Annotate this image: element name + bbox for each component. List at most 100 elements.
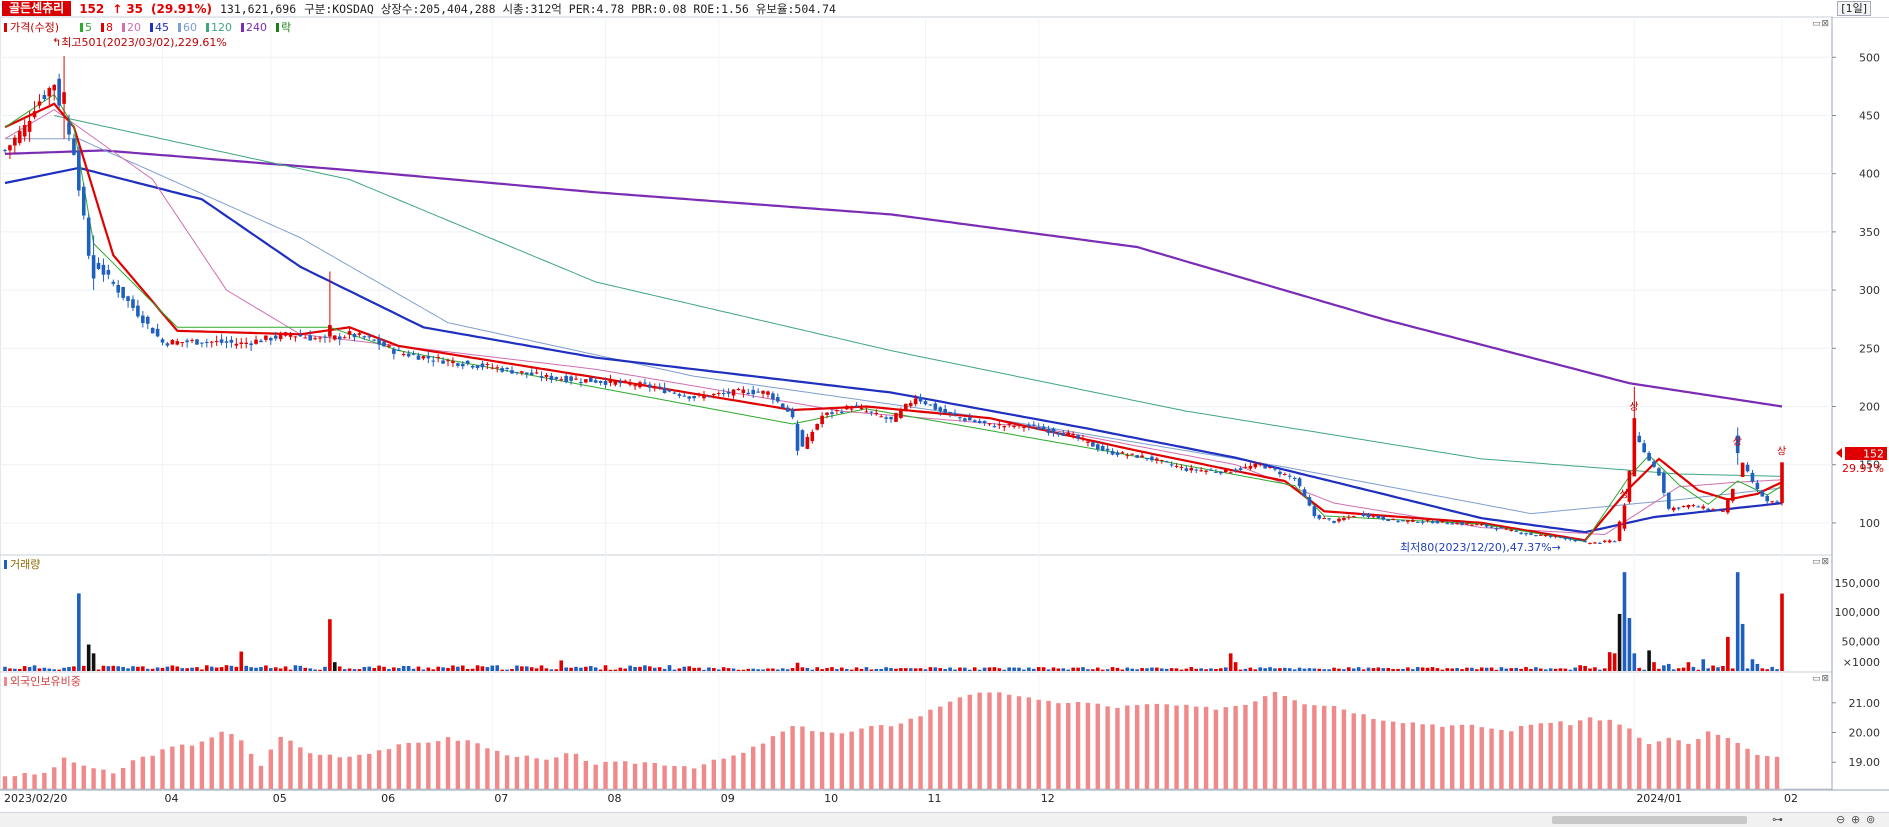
candle-body bbox=[716, 392, 721, 394]
volume-bar bbox=[387, 669, 391, 671]
volume-bar bbox=[165, 666, 170, 671]
volume-bar bbox=[1745, 668, 1750, 671]
volume-bar bbox=[1238, 669, 1243, 671]
foreign-bar bbox=[760, 743, 766, 789]
volume-bar bbox=[283, 666, 288, 671]
foreign-bar bbox=[435, 741, 441, 789]
grid-lines bbox=[0, 17, 1836, 790]
bottom-scrollbar[interactable]: ⊶ ⊖ ⊕ ⊚ bbox=[0, 812, 1889, 827]
foreign-bar bbox=[1449, 725, 1455, 789]
scroll-thumb[interactable] bbox=[1552, 816, 1747, 824]
stock-name[interactable]: 골든센츄리 bbox=[2, 1, 72, 16]
volume-panel-controls[interactable]: ▭⊠ bbox=[1812, 557, 1831, 567]
zoom-reset-icon[interactable]: ⊚ bbox=[1866, 813, 1876, 826]
volume-bar bbox=[1765, 669, 1770, 671]
price-tick-label: 500 bbox=[1859, 51, 1880, 64]
candle-body bbox=[1140, 455, 1144, 458]
foreign-bar bbox=[1351, 713, 1356, 789]
volume-bar bbox=[1061, 668, 1066, 671]
candle-body bbox=[746, 392, 751, 395]
candle-body bbox=[234, 343, 239, 346]
foreign-bar bbox=[81, 765, 86, 789]
foreign-bar bbox=[1627, 728, 1632, 789]
candle-body bbox=[825, 412, 829, 415]
ma-60-line bbox=[5, 138, 1783, 515]
foreign-bar bbox=[918, 716, 923, 789]
volume-bar bbox=[771, 668, 775, 671]
candle-body bbox=[613, 381, 618, 385]
volume-bar bbox=[1691, 666, 1696, 671]
volume-bar bbox=[854, 667, 859, 671]
candle-body bbox=[1770, 501, 1774, 503]
foreign-bar bbox=[691, 768, 697, 789]
foreign-bar bbox=[928, 709, 933, 789]
candle-body bbox=[554, 377, 559, 380]
candle-body bbox=[1430, 521, 1435, 524]
candle-body bbox=[446, 360, 450, 362]
candle-body bbox=[1258, 463, 1263, 465]
candle-body bbox=[392, 349, 396, 354]
candle-body bbox=[766, 391, 770, 395]
volume-bar bbox=[200, 669, 204, 671]
candle-body bbox=[1243, 466, 1248, 468]
volume-bar bbox=[219, 667, 224, 671]
volume-bar bbox=[239, 651, 244, 671]
volume-bar bbox=[67, 667, 71, 671]
time-tick-label: 04 bbox=[165, 792, 179, 805]
volume-bar bbox=[800, 667, 805, 671]
volume-bar bbox=[116, 666, 121, 671]
candle-body bbox=[1647, 452, 1651, 461]
candle-body bbox=[810, 431, 815, 441]
foreign-bar bbox=[1577, 720, 1583, 789]
candle-body bbox=[1415, 521, 1420, 523]
candle-body bbox=[1662, 472, 1666, 493]
candle-body bbox=[288, 334, 293, 337]
volume-bar bbox=[928, 667, 933, 671]
volume-bar bbox=[1602, 668, 1607, 671]
zoom-out-icon[interactable]: ⊖ bbox=[1836, 813, 1846, 826]
volume-bar bbox=[1425, 667, 1430, 671]
foreign-bar bbox=[810, 731, 815, 789]
candle-body bbox=[116, 285, 121, 293]
volume-bar bbox=[1755, 663, 1760, 671]
legend-ma-label: 5 bbox=[85, 21, 92, 34]
candle-body bbox=[1036, 427, 1041, 430]
foreign-panel-controls[interactable]: ▭⊠ bbox=[1812, 674, 1831, 684]
foreign-bar bbox=[1194, 706, 1199, 789]
volume-bar bbox=[416, 666, 421, 671]
slider-icon[interactable]: ⊶ bbox=[1772, 813, 1783, 826]
candle-body bbox=[677, 394, 682, 396]
candle-body bbox=[928, 404, 933, 406]
candle-body bbox=[1514, 530, 1518, 532]
volume-bar bbox=[1450, 668, 1454, 671]
foreign-bar bbox=[1430, 724, 1435, 789]
volume-bar bbox=[1411, 669, 1415, 671]
candle-body bbox=[913, 398, 918, 405]
price-legend: 가격(수정) 5 8 20 45 60 120 240 락 bbox=[4, 21, 291, 34]
volume-bar bbox=[1194, 668, 1199, 671]
volume-bar bbox=[731, 668, 736, 671]
candle-body bbox=[337, 336, 342, 340]
high-annotation: ↰최고501(2023/03/02),229.61% bbox=[52, 36, 227, 49]
price-panel-controls[interactable]: ▭⊠ bbox=[1812, 19, 1831, 29]
low-annotation: 최저80(2023/12/20),47.37%→ bbox=[1400, 541, 1561, 554]
candle-body bbox=[1356, 512, 1361, 515]
volume-bar bbox=[406, 666, 411, 671]
candle-body bbox=[1100, 446, 1105, 451]
volume-bar bbox=[608, 669, 613, 671]
volume-bar bbox=[259, 667, 263, 671]
volume-bar bbox=[1573, 667, 1578, 671]
candle-body bbox=[820, 415, 824, 425]
volume-bar bbox=[638, 666, 642, 671]
volume-bar bbox=[1036, 667, 1041, 671]
volume-bar bbox=[37, 668, 42, 671]
candle-body bbox=[1593, 542, 1597, 544]
zoom-in-icon[interactable]: ⊕ bbox=[1851, 813, 1861, 826]
candle-body bbox=[1376, 515, 1381, 519]
candle-body bbox=[86, 217, 91, 256]
volume-bar bbox=[726, 668, 731, 671]
volume-bar bbox=[544, 668, 549, 671]
volume-bar bbox=[810, 669, 815, 671]
period-selector[interactable]: [1일] bbox=[1837, 1, 1871, 16]
